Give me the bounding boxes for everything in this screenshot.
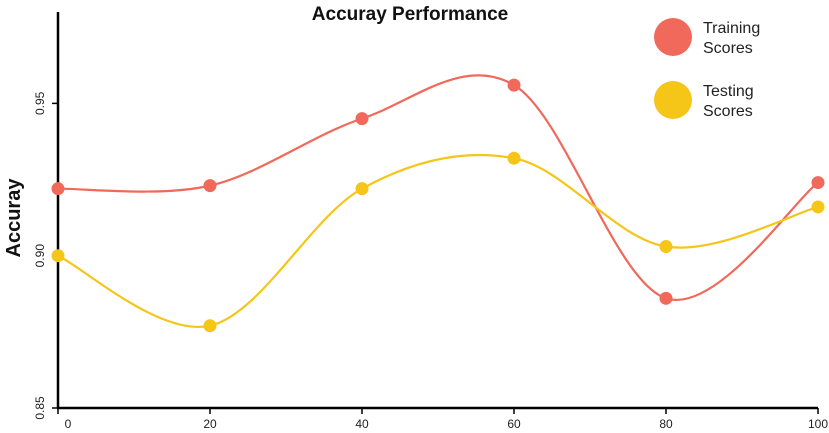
x-tick-label: 60 xyxy=(507,417,521,431)
data-point-testing xyxy=(51,249,65,263)
data-point-training xyxy=(659,291,673,305)
data-point-training xyxy=(355,112,369,126)
legend-label: Scores xyxy=(703,103,753,120)
x-tick-label: 100 xyxy=(808,417,828,431)
x-ticks: 0 20 40 60 80 100 xyxy=(57,408,828,431)
x-tick-label: 0 xyxy=(65,417,72,431)
data-point-testing xyxy=(811,200,825,214)
y-tick-label: 0.90 xyxy=(33,244,47,268)
series-line-testing xyxy=(57,153,819,329)
y-axis-label: Accuray xyxy=(3,178,25,258)
data-point-testing xyxy=(659,240,673,254)
data-point-training xyxy=(811,176,825,190)
legend-label: Training xyxy=(703,20,760,37)
x-tick-label: 40 xyxy=(355,417,369,431)
legend: Training Scores Testing Scores xyxy=(654,18,760,120)
legend-marker-testing xyxy=(654,81,692,119)
series-points xyxy=(51,78,825,333)
x-tick-label: 80 xyxy=(659,417,673,431)
data-point-testing xyxy=(355,182,369,196)
data-point-training xyxy=(51,182,65,196)
y-tick-label: 0.95 xyxy=(33,91,47,115)
legend-label: Testing xyxy=(703,83,754,100)
legend-label: Scores xyxy=(703,40,753,57)
legend-marker-training xyxy=(654,18,692,56)
data-point-training xyxy=(203,179,217,193)
y-tick-label: 0.85 xyxy=(33,396,47,420)
chart-title: Accuray Performance xyxy=(312,4,508,25)
data-point-testing xyxy=(507,151,521,165)
data-point-training xyxy=(507,78,521,92)
x-tick-label: 20 xyxy=(203,417,217,431)
data-point-testing xyxy=(203,319,217,333)
